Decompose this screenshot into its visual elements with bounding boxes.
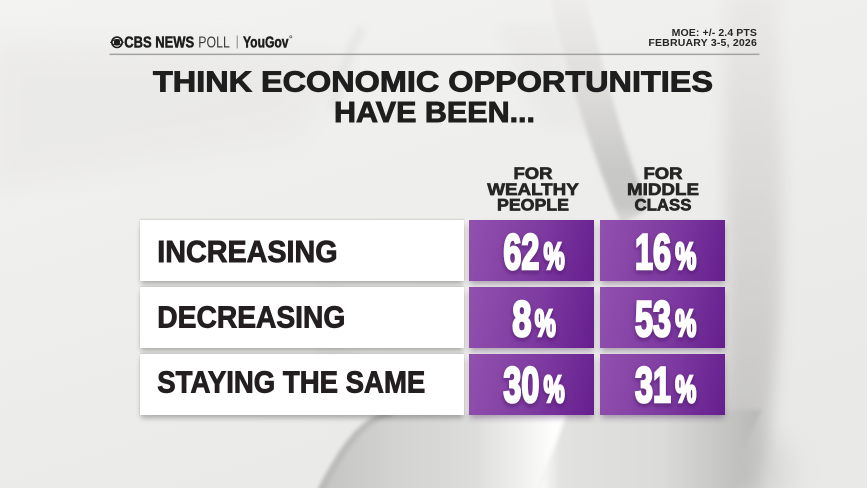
svg-text:53: 53 bbox=[635, 291, 671, 347]
svg-text:%: % bbox=[535, 302, 556, 344]
svg-text:HAVE BEEN...: HAVE BEEN... bbox=[334, 97, 535, 129]
svg-text:POLL: POLL bbox=[198, 35, 230, 52]
svg-text:MIDDLE: MIDDLE bbox=[627, 180, 699, 199]
svg-text:16: 16 bbox=[635, 224, 671, 280]
svg-text:YouGov: YouGov bbox=[243, 35, 289, 52]
svg-text:FOR: FOR bbox=[514, 164, 553, 183]
svg-text:%: % bbox=[675, 235, 696, 277]
svg-text:THINK ECONOMIC OPPORTUNITIES: THINK ECONOMIC OPPORTUNITIES bbox=[153, 66, 713, 98]
svg-text:FOR: FOR bbox=[644, 164, 683, 183]
svg-text:MOE: +/- 2.4 PTS: MOE: +/- 2.4 PTS bbox=[672, 27, 757, 39]
svg-text:INCREASING: INCREASING bbox=[157, 235, 337, 269]
svg-text:%: % bbox=[544, 235, 565, 277]
svg-text:CLASS: CLASS bbox=[635, 196, 692, 215]
svg-text:%: % bbox=[675, 302, 696, 344]
svg-text:31: 31 bbox=[635, 357, 671, 413]
svg-text:30: 30 bbox=[503, 357, 539, 413]
svg-text:%: % bbox=[544, 368, 565, 410]
svg-text:CBS NEWS: CBS NEWS bbox=[124, 35, 194, 52]
svg-text:8: 8 bbox=[512, 291, 531, 347]
svg-text:62: 62 bbox=[503, 224, 539, 280]
svg-text:%: % bbox=[675, 368, 696, 410]
svg-text:FEBRUARY 3-5, 2026: FEBRUARY 3-5, 2026 bbox=[648, 37, 757, 49]
svg-text:WEALTHY: WEALTHY bbox=[487, 180, 579, 199]
svg-text:STAYING THE SAME: STAYING THE SAME bbox=[157, 365, 425, 399]
svg-text:PEOPLE: PEOPLE bbox=[497, 196, 569, 215]
svg-text:DECREASING: DECREASING bbox=[157, 300, 345, 334]
